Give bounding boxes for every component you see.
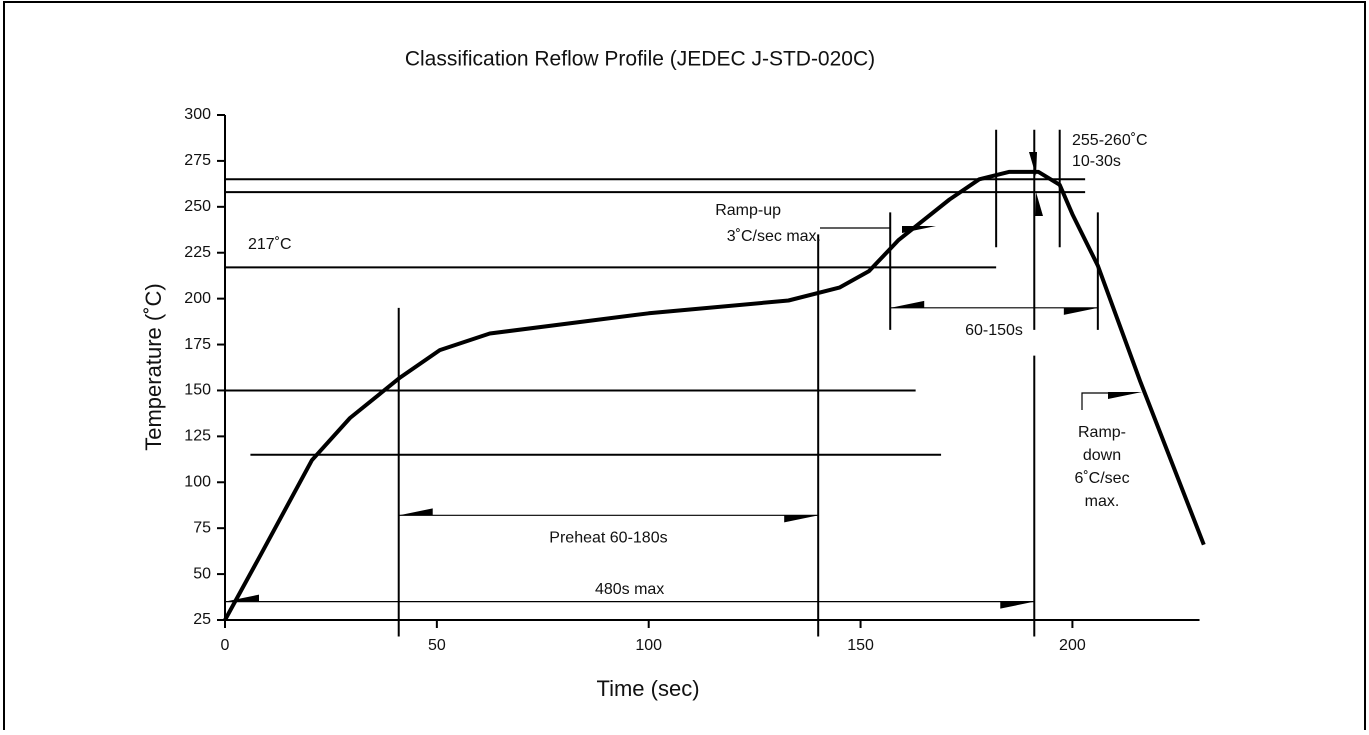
arrowhead <box>890 300 925 308</box>
y-tick-label: 250 <box>184 198 211 215</box>
y-tick-label: 100 <box>184 473 211 490</box>
arrowhead <box>784 515 819 523</box>
y-tick-label: 275 <box>184 152 211 169</box>
arrowhead <box>1063 307 1098 315</box>
y-axis-label: Temperature (˚C) <box>141 283 166 450</box>
x-tick-label: 200 <box>1059 637 1086 654</box>
y-tick-label: 25 <box>193 611 211 628</box>
arrowhead <box>1000 601 1035 609</box>
y-tick-label: 50 <box>193 565 211 582</box>
annotation: 255-260˚C <box>1072 132 1148 149</box>
x-tick-label: 150 <box>847 637 874 654</box>
dimension-label: Preheat 60-180s <box>549 530 667 547</box>
x-axis-label: Time (sec) <box>596 676 699 701</box>
y-tick-label: 75 <box>193 519 211 536</box>
dimension-label: 480s max <box>595 581 664 598</box>
arrowhead <box>1108 392 1142 399</box>
arrowhead <box>902 226 936 233</box>
arrowhead <box>398 508 433 516</box>
annotation: 6˚C/sec <box>1074 470 1129 487</box>
leader <box>1081 392 1108 410</box>
frame <box>3 1 1366 735</box>
annotation: 10-30s <box>1072 153 1121 170</box>
annotation: 217˚C <box>248 236 292 253</box>
y-tick-label: 225 <box>184 244 211 261</box>
x-tick-label: 50 <box>428 637 446 654</box>
y-tick-label: 175 <box>184 336 211 353</box>
arrowhead <box>225 594 259 602</box>
y-tick-label: 125 <box>184 428 211 445</box>
profile-line <box>223 169 1206 621</box>
annotation: Ramp-up <box>715 202 781 219</box>
annotation: 3˚C/sec max. <box>727 228 821 245</box>
x-tick-label: 100 <box>635 637 662 654</box>
chart-title: Classification Reflow Profile (JEDEC J-S… <box>405 48 875 71</box>
annotation: down <box>1083 447 1121 464</box>
y-tick-label: 200 <box>184 290 211 307</box>
annotation: max. <box>1085 493 1120 510</box>
y-tick-label: 300 <box>184 106 211 123</box>
y-tick-label: 150 <box>184 382 211 399</box>
arrowhead <box>1029 152 1037 176</box>
arrowhead <box>1035 192 1043 216</box>
annotation: Ramp- <box>1078 424 1126 441</box>
dimension-label: 60-150s <box>965 322 1023 339</box>
x-tick-label: 0 <box>221 637 230 654</box>
